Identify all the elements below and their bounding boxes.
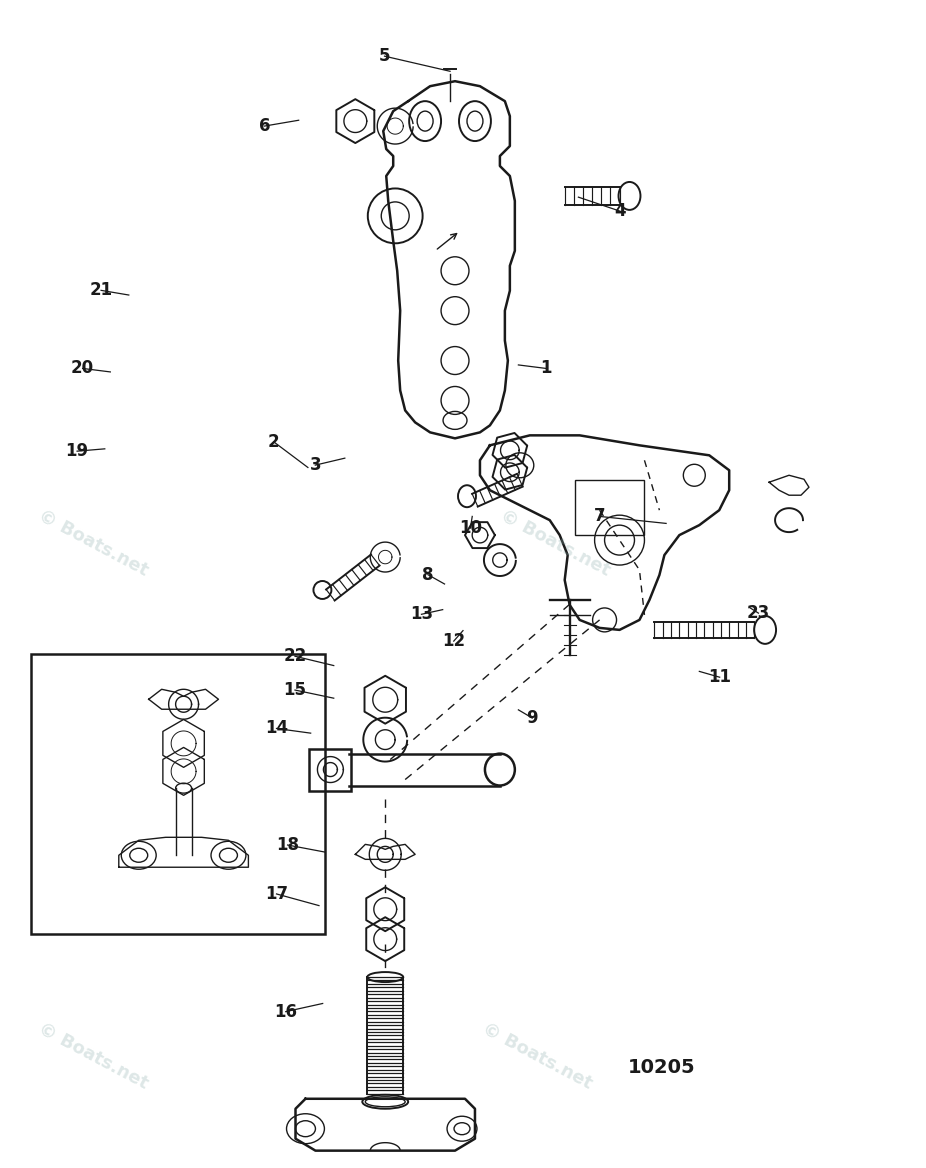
Text: 17: 17 bbox=[265, 885, 288, 903]
Text: 3: 3 bbox=[309, 457, 321, 474]
Ellipse shape bbox=[365, 1097, 406, 1107]
Text: 2: 2 bbox=[268, 433, 280, 451]
Text: 23: 23 bbox=[746, 604, 770, 623]
Text: 8: 8 bbox=[422, 565, 433, 584]
Text: © Boats.net: © Boats.net bbox=[497, 507, 613, 579]
Ellipse shape bbox=[368, 972, 403, 982]
Text: 12: 12 bbox=[443, 632, 466, 651]
Text: 10205: 10205 bbox=[628, 1058, 695, 1077]
Text: 14: 14 bbox=[265, 719, 288, 737]
Text: 10: 10 bbox=[459, 519, 482, 537]
Text: 21: 21 bbox=[90, 281, 113, 299]
Text: © Boats.net: © Boats.net bbox=[36, 507, 152, 579]
Text: 18: 18 bbox=[276, 836, 299, 854]
Bar bbox=[31, 654, 324, 933]
Text: 20: 20 bbox=[71, 360, 94, 377]
Text: 13: 13 bbox=[410, 605, 433, 624]
Text: 15: 15 bbox=[283, 681, 307, 698]
Text: 16: 16 bbox=[274, 1002, 297, 1021]
Text: 9: 9 bbox=[526, 709, 538, 726]
Text: 5: 5 bbox=[379, 47, 390, 65]
Text: 6: 6 bbox=[258, 117, 270, 135]
Text: © Boats.net: © Boats.net bbox=[36, 1020, 152, 1092]
Text: 4: 4 bbox=[614, 202, 626, 220]
Text: © Boats.net: © Boats.net bbox=[479, 1020, 594, 1092]
Text: 22: 22 bbox=[283, 647, 307, 666]
Text: 19: 19 bbox=[66, 443, 89, 460]
Text: 11: 11 bbox=[708, 668, 732, 687]
Ellipse shape bbox=[362, 1094, 408, 1108]
Text: 7: 7 bbox=[594, 507, 606, 526]
Text: 1: 1 bbox=[541, 360, 552, 377]
